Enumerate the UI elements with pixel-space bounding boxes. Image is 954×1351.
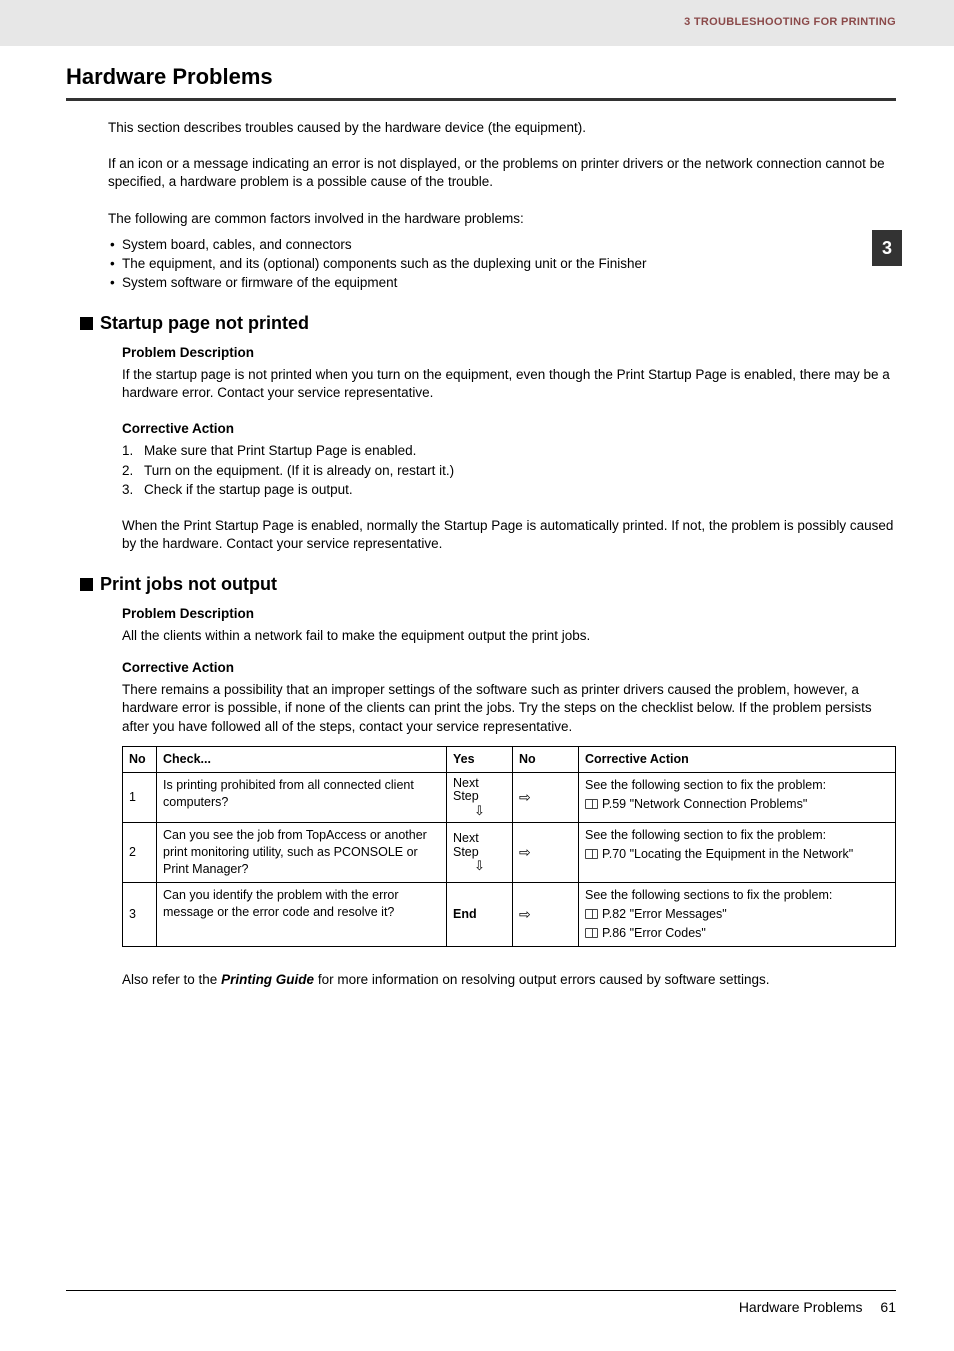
right-arrow-icon: ⇨ <box>519 905 531 924</box>
right-arrow-icon: ⇨ <box>519 843 531 862</box>
cell-no: 2 <box>123 823 157 883</box>
cell-no-arrow: ⇨ <box>513 772 579 823</box>
right-arrow-icon: ⇨ <box>519 788 531 807</box>
reference-line: P.59 "Network Connection Problems" <box>585 796 889 813</box>
after-table-note: Also refer to the Printing Guide for mor… <box>122 971 896 989</box>
intro-bullet: The equipment, and its (optional) compon… <box>108 255 896 273</box>
cell-check: Can you see the job from TopAccess or an… <box>157 823 447 883</box>
section2-body: Problem Description All the clients with… <box>66 605 896 989</box>
reference-text: P.82 "Error Messages" <box>602 907 727 921</box>
header-band: 3 TROUBLESHOOTING FOR PRINTING <box>0 0 954 46</box>
footer: Hardware Problems 61 <box>739 1299 896 1315</box>
footer-title: Hardware Problems <box>739 1299 863 1315</box>
cell-check: Is printing prohibited from all connecte… <box>157 772 447 823</box>
reference-line: P.82 "Error Messages" <box>585 906 889 923</box>
corrective-lead: See the following section to fix the pro… <box>585 827 889 844</box>
problem-description-text: All the clients within a network fail to… <box>122 627 896 645</box>
footer-rule <box>66 1290 896 1291</box>
table-header-row: No Check... Yes No Corrective Action <box>123 746 896 772</box>
page-title: Hardware Problems <box>66 64 896 90</box>
header-section-label: 3 TROUBLESHOOTING FOR PRINTING <box>684 16 896 28</box>
intro-bullet: System software or firmware of the equip… <box>108 274 896 292</box>
reference-line: P.86 "Error Codes" <box>585 925 889 942</box>
intro-bullets: System board, cables, and connectors The… <box>108 236 896 293</box>
cell-check: Can you identify the problem with the er… <box>157 883 447 947</box>
corrective-action-steps: Make sure that Print Startup Page is ena… <box>122 442 896 499</box>
th-no-col: No <box>513 746 579 772</box>
down-arrow-icon: ⇩ <box>474 859 485 873</box>
book-icon <box>585 909 598 919</box>
title-rule <box>66 98 896 101</box>
cell-no: 3 <box>123 883 157 947</box>
printing-guide-ref: Printing Guide <box>221 972 314 987</box>
problem-description-label: Problem Description <box>122 605 896 623</box>
th-corrective: Corrective Action <box>579 746 896 772</box>
th-no: No <box>123 746 157 772</box>
section-heading-row: Startup page not printed <box>80 313 896 334</box>
end-label: End <box>453 907 477 921</box>
corrective-lead: See the following section to fix the pro… <box>585 777 889 794</box>
footer-page-number: 61 <box>880 1299 896 1315</box>
reference-text: P.86 "Error Codes" <box>602 926 706 940</box>
step-item: Turn on the equipment. (If it is already… <box>122 462 896 480</box>
cell-no: 1 <box>123 772 157 823</box>
checklist-table: No Check... Yes No Corrective Action 1Is… <box>122 746 896 947</box>
reference-text: P.70 "Locating the Equipment in the Netw… <box>602 847 853 861</box>
book-icon <box>585 849 598 859</box>
corrective-lead: See the following sections to fix the pr… <box>585 887 889 904</box>
intro-p1: This section describes troubles caused b… <box>108 119 896 137</box>
intro-p3: The following are common factors involve… <box>108 210 896 228</box>
square-bullet-icon <box>80 578 93 591</box>
next-step-label: Next Step <box>453 777 506 805</box>
intro-p2: If an icon or a message indicating an er… <box>108 155 896 191</box>
page: 3 TROUBLESHOOTING FOR PRINTING 3 Hardwar… <box>0 0 954 1351</box>
reference-text: P.59 "Network Connection Problems" <box>602 797 807 811</box>
after-table-pre: Also refer to the <box>122 972 221 987</box>
th-yes: Yes <box>447 746 513 772</box>
problem-description-text: If the startup page is not printed when … <box>122 366 896 402</box>
cell-no-arrow: ⇨ <box>513 823 579 883</box>
corrective-action-text: There remains a possibility that an impr… <box>122 681 896 736</box>
section1-title: Startup page not printed <box>100 313 309 334</box>
corrective-action-label: Corrective Action <box>122 420 896 438</box>
book-icon <box>585 799 598 809</box>
down-arrow-icon: ⇩ <box>474 804 485 818</box>
cell-corrective: See the following sections to fix the pr… <box>579 883 896 947</box>
problem-description-label: Problem Description <box>122 344 896 362</box>
intro-bullet: System board, cables, and connectors <box>108 236 896 254</box>
step-item: Make sure that Print Startup Page is ena… <box>122 442 896 460</box>
section2-title: Print jobs not output <box>100 574 277 595</box>
reference-line: P.70 "Locating the Equipment in the Netw… <box>585 846 889 863</box>
cell-no-arrow: ⇨ <box>513 883 579 947</box>
section1-followup: When the Print Startup Page is enabled, … <box>122 517 896 553</box>
table-row: 2Can you see the job from TopAccess or a… <box>123 823 896 883</box>
table-row: 3Can you identify the problem with the e… <box>123 883 896 947</box>
cell-yes: End <box>447 883 513 947</box>
book-icon <box>585 928 598 938</box>
cell-yes: Next Step⇩ <box>447 772 513 823</box>
cell-yes: Next Step⇩ <box>447 823 513 883</box>
square-bullet-icon <box>80 317 93 330</box>
cell-corrective: See the following section to fix the pro… <box>579 823 896 883</box>
intro-block: This section describes troubles caused b… <box>66 119 896 293</box>
after-table-post: for more information on resolving output… <box>314 972 769 987</box>
table-row: 1Is printing prohibited from all connect… <box>123 772 896 823</box>
corrective-action-label: Corrective Action <box>122 659 896 677</box>
content-area: Hardware Problems This section describes… <box>0 46 954 989</box>
cell-corrective: See the following section to fix the pro… <box>579 772 896 823</box>
next-step-label: Next Step <box>453 832 506 860</box>
section1-body: Problem Description If the startup page … <box>66 344 896 554</box>
th-check: Check... <box>157 746 447 772</box>
step-item: Check if the startup page is output. <box>122 481 896 499</box>
section-heading-row: Print jobs not output <box>80 574 896 595</box>
